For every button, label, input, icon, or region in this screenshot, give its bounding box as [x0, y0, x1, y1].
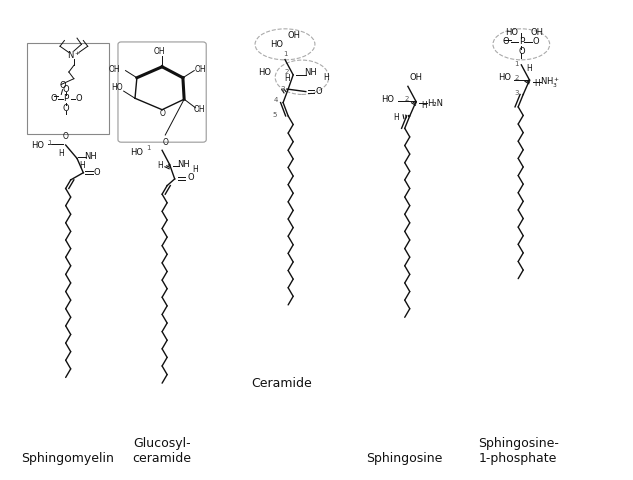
Text: OH: OH [109, 65, 121, 73]
Text: O: O [159, 109, 165, 118]
Text: HO: HO [498, 73, 511, 82]
Text: Ceramide: Ceramide [251, 377, 312, 390]
Text: H: H [284, 74, 290, 83]
Text: H: H [393, 113, 399, 122]
Text: OH: OH [530, 28, 544, 37]
Text: HO: HO [381, 95, 394, 104]
Text: OH: OH [195, 65, 206, 73]
Text: OH: OH [288, 31, 301, 40]
Text: 1: 1 [514, 61, 518, 67]
Text: HO: HO [270, 40, 284, 49]
Text: 2: 2 [404, 96, 409, 102]
Text: OH: OH [194, 105, 206, 114]
Text: 1: 1 [146, 145, 151, 151]
Text: O: O [518, 47, 525, 56]
Text: NH$_3^+$: NH$_3^+$ [540, 75, 560, 90]
Text: H: H [421, 101, 427, 110]
Text: HO: HO [130, 148, 144, 157]
Text: O: O [187, 173, 194, 182]
Text: HO: HO [31, 141, 44, 150]
Text: O: O [75, 94, 82, 103]
Text: 3: 3 [281, 86, 285, 92]
Text: OH: OH [153, 47, 165, 56]
Text: HO: HO [111, 83, 123, 92]
Text: H: H [79, 161, 85, 169]
Text: 1: 1 [47, 140, 52, 145]
Text: H: H [58, 149, 63, 158]
Text: H: H [323, 73, 329, 82]
Text: P: P [518, 37, 524, 47]
Text: O: O [315, 87, 322, 96]
Text: 2: 2 [285, 69, 289, 75]
Text: Glucosyl-
ceramide: Glucosyl- ceramide [132, 437, 192, 465]
Text: NH: NH [84, 152, 97, 160]
Text: H: H [534, 80, 540, 88]
Text: O: O [63, 84, 69, 94]
Text: O: O [532, 37, 539, 47]
Text: H: H [526, 64, 532, 73]
Text: P: P [63, 94, 68, 103]
Text: O: O [60, 81, 66, 90]
Text: HO: HO [258, 68, 272, 77]
Text: O: O [502, 37, 509, 47]
Text: O: O [162, 138, 168, 147]
Text: H₂N: H₂N [427, 99, 443, 108]
Text: O: O [51, 94, 57, 103]
Text: H: H [158, 161, 163, 170]
Text: 1: 1 [283, 51, 287, 57]
Text: N$^+$: N$^+$ [67, 49, 81, 60]
Text: NH: NH [177, 160, 190, 169]
Text: HO: HO [505, 28, 518, 37]
Text: O: O [94, 168, 101, 177]
Text: Sphingosine: Sphingosine [367, 452, 443, 465]
Text: 4: 4 [273, 97, 278, 103]
Text: 5: 5 [272, 112, 277, 118]
Text: O: O [63, 132, 68, 141]
Text: 2: 2 [514, 75, 518, 81]
Text: H: H [192, 165, 197, 174]
Text: OH: OH [410, 73, 423, 82]
Text: O: O [63, 104, 69, 113]
Text: Sphingomyelin: Sphingomyelin [21, 452, 114, 465]
Text: Sphingosine-
1-phosphate: Sphingosine- 1-phosphate [478, 437, 558, 465]
Text: 3: 3 [515, 90, 519, 96]
Text: NH: NH [304, 68, 317, 77]
